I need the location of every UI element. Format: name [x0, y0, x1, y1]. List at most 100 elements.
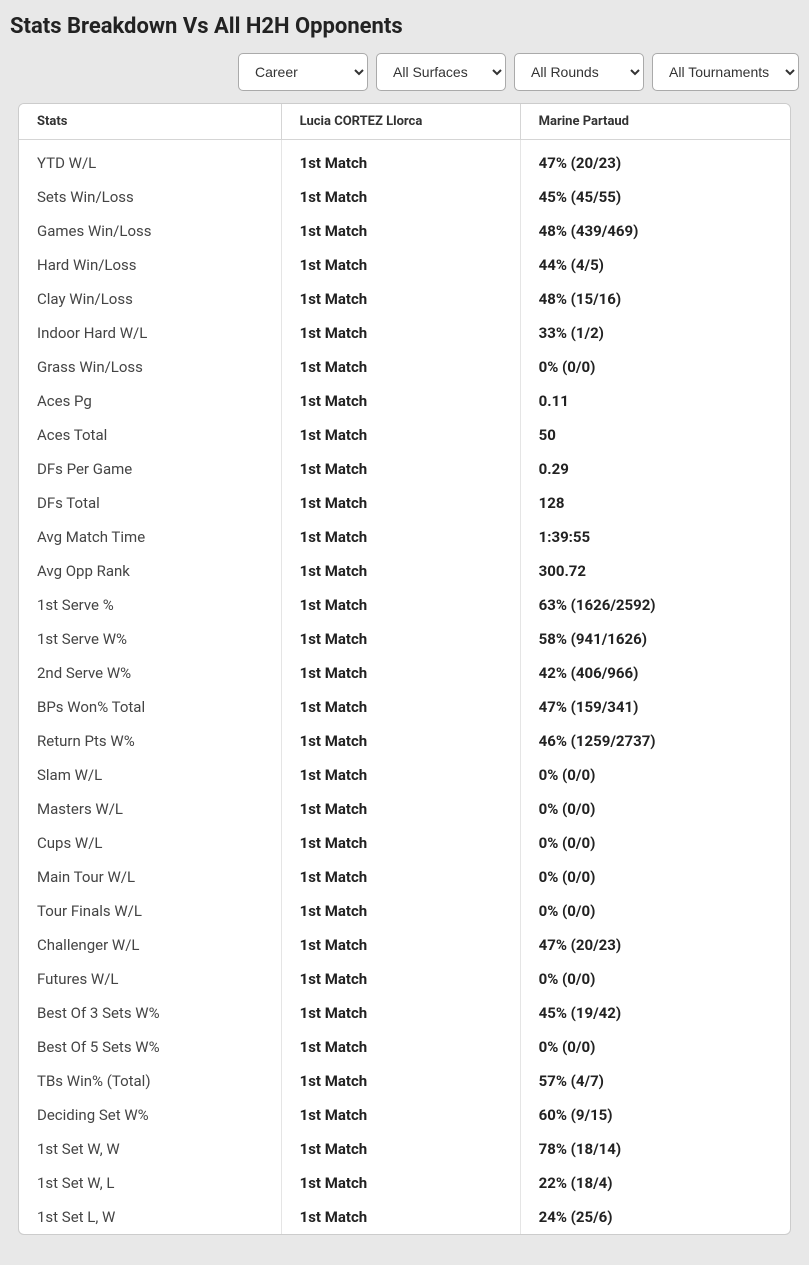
player2-value: 47% (159/341) [520, 690, 790, 724]
player1-value: 1st Match [281, 554, 520, 588]
player2-value: 0% (0/0) [520, 350, 790, 384]
stat-label: Best Of 5 Sets W% [19, 1030, 281, 1064]
stat-label: Sets Win/Loss [19, 180, 281, 214]
player2-value: 48% (15/16) [520, 282, 790, 316]
table-header-row: Stats Lucia CORTEZ Llorca Marine Partaud [19, 104, 790, 140]
stat-label: YTD W/L [19, 140, 281, 181]
stat-label: Cups W/L [19, 826, 281, 860]
table-row: Aces Pg1st Match0.11 [19, 384, 790, 418]
player2-value: 42% (406/966) [520, 656, 790, 690]
table-row: Return Pts W%1st Match46% (1259/2737) [19, 724, 790, 758]
player1-value: 1st Match [281, 140, 520, 181]
round-select[interactable]: All Rounds [514, 53, 644, 91]
header-player1: Lucia CORTEZ Llorca [281, 104, 520, 140]
player1-value: 1st Match [281, 520, 520, 554]
player2-value: 50 [520, 418, 790, 452]
table-row: Indoor Hard W/L1st Match33% (1/2) [19, 316, 790, 350]
stat-label: 1st Serve % [19, 588, 281, 622]
player2-value: 45% (19/42) [520, 996, 790, 1030]
player2-value: 63% (1626/2592) [520, 588, 790, 622]
table-row: Challenger W/L1st Match47% (20/23) [19, 928, 790, 962]
table-row: TBs Win% (Total)1st Match57% (4/7) [19, 1064, 790, 1098]
player2-value: 0% (0/0) [520, 792, 790, 826]
timeframe-select[interactable]: Career [238, 53, 368, 91]
player1-value: 1st Match [281, 860, 520, 894]
player1-value: 1st Match [281, 928, 520, 962]
table-row: Deciding Set W%1st Match60% (9/15) [19, 1098, 790, 1132]
stat-label: Avg Opp Rank [19, 554, 281, 588]
stat-label: 1st Set W, W [19, 1132, 281, 1166]
table-row: Games Win/Loss1st Match48% (439/469) [19, 214, 790, 248]
stat-label: Best Of 3 Sets W% [19, 996, 281, 1030]
table-row: YTD W/L1st Match47% (20/23) [19, 140, 790, 181]
player2-value: 60% (9/15) [520, 1098, 790, 1132]
player2-value: 78% (18/14) [520, 1132, 790, 1166]
surface-select[interactable]: All Surfaces [376, 53, 506, 91]
player1-value: 1st Match [281, 350, 520, 384]
stat-label: Deciding Set W% [19, 1098, 281, 1132]
player1-value: 1st Match [281, 384, 520, 418]
table-row: DFs Total1st Match128 [19, 486, 790, 520]
player2-value: 24% (25/6) [520, 1200, 790, 1234]
player1-value: 1st Match [281, 1098, 520, 1132]
header-player2: Marine Partaud [520, 104, 790, 140]
table-row: Aces Total1st Match50 [19, 418, 790, 452]
stat-label: Main Tour W/L [19, 860, 281, 894]
stat-label: TBs Win% (Total) [19, 1064, 281, 1098]
table-row: Futures W/L1st Match0% (0/0) [19, 962, 790, 996]
stat-label: Hard Win/Loss [19, 248, 281, 282]
player1-value: 1st Match [281, 962, 520, 996]
player2-value: 0.11 [520, 384, 790, 418]
player2-value: 0% (0/0) [520, 758, 790, 792]
stat-label: Return Pts W% [19, 724, 281, 758]
player1-value: 1st Match [281, 180, 520, 214]
tournament-select[interactable]: All Tournaments [652, 53, 799, 91]
stat-label: Grass Win/Loss [19, 350, 281, 384]
player2-value: 47% (20/23) [520, 140, 790, 181]
player2-value: 0% (0/0) [520, 826, 790, 860]
header-stats: Stats [19, 104, 281, 140]
player1-value: 1st Match [281, 894, 520, 928]
stat-label: Clay Win/Loss [19, 282, 281, 316]
stat-label: Aces Total [19, 418, 281, 452]
table-row: DFs Per Game1st Match0.29 [19, 452, 790, 486]
stat-label: Games Win/Loss [19, 214, 281, 248]
stat-label: 1st Set L, W [19, 1200, 281, 1234]
player1-value: 1st Match [281, 996, 520, 1030]
player2-value: 300.72 [520, 554, 790, 588]
stat-label: 1st Set W, L [19, 1166, 281, 1200]
page-title: Stats Breakdown Vs All H2H Opponents [10, 14, 799, 39]
table-row: Slam W/L1st Match0% (0/0) [19, 758, 790, 792]
table-row: Avg Opp Rank1st Match300.72 [19, 554, 790, 588]
stat-label: Indoor Hard W/L [19, 316, 281, 350]
player2-value: 48% (439/469) [520, 214, 790, 248]
table-row: Main Tour W/L1st Match0% (0/0) [19, 860, 790, 894]
player2-value: 0% (0/0) [520, 962, 790, 996]
player1-value: 1st Match [281, 1132, 520, 1166]
stat-label: DFs Per Game [19, 452, 281, 486]
table-row: Tour Finals W/L1st Match0% (0/0) [19, 894, 790, 928]
player2-value: 0.29 [520, 452, 790, 486]
player2-value: 0% (0/0) [520, 860, 790, 894]
stat-label: Futures W/L [19, 962, 281, 996]
stat-label: Slam W/L [19, 758, 281, 792]
table-row: Sets Win/Loss1st Match45% (45/55) [19, 180, 790, 214]
player2-value: 57% (4/7) [520, 1064, 790, 1098]
table-row: 1st Serve W%1st Match58% (941/1626) [19, 622, 790, 656]
player1-value: 1st Match [281, 622, 520, 656]
player1-value: 1st Match [281, 792, 520, 826]
table-row: 1st Serve %1st Match63% (1626/2592) [19, 588, 790, 622]
player1-value: 1st Match [281, 418, 520, 452]
player1-value: 1st Match [281, 486, 520, 520]
stat-label: BPs Won% Total [19, 690, 281, 724]
stat-label: Aces Pg [19, 384, 281, 418]
player1-value: 1st Match [281, 758, 520, 792]
player1-value: 1st Match [281, 452, 520, 486]
table-row: BPs Won% Total1st Match47% (159/341) [19, 690, 790, 724]
table-row: Grass Win/Loss1st Match0% (0/0) [19, 350, 790, 384]
player2-value: 0% (0/0) [520, 894, 790, 928]
player2-value: 44% (4/5) [520, 248, 790, 282]
table-row: Avg Match Time1st Match1:39:55 [19, 520, 790, 554]
stat-label: Masters W/L [19, 792, 281, 826]
player1-value: 1st Match [281, 1064, 520, 1098]
